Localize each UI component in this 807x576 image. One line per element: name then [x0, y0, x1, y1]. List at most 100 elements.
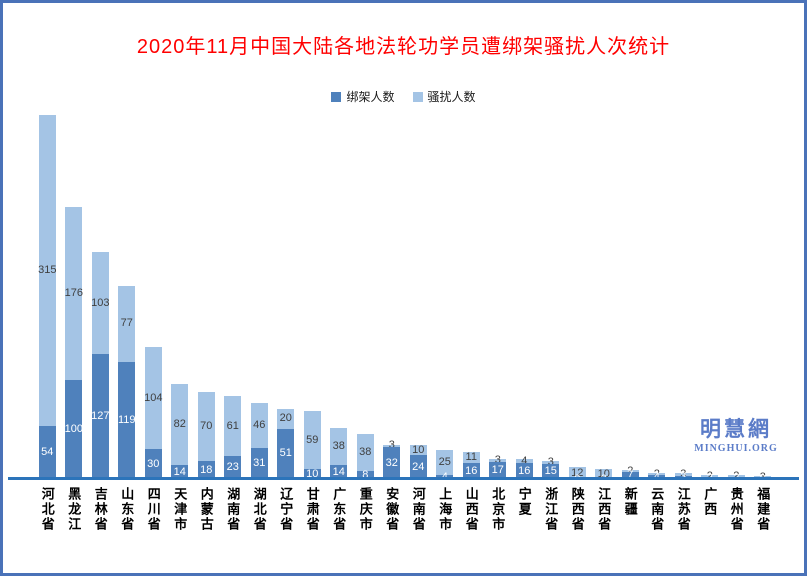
bar-value-label: 46: [253, 419, 266, 432]
bar-value-label: 31: [253, 457, 266, 470]
x-axis-label: 内蒙古: [198, 487, 214, 532]
bar-stack: 254: [436, 450, 454, 482]
bar-value-label: 24: [412, 460, 425, 473]
x-axis-label-cell: 江苏省: [670, 487, 697, 532]
bar-value-label: 103: [91, 296, 110, 309]
x-axis-label-cell: 浙江省: [538, 487, 565, 532]
bar-value-label: 176: [64, 287, 83, 300]
bar-value-label: 15: [544, 465, 557, 478]
watermark-cn-text: 明慧網: [700, 418, 772, 441]
bar-value-label: 16: [518, 464, 531, 477]
bar-value-label: 20: [279, 412, 292, 425]
bar-value-label: 104: [144, 391, 163, 404]
bar-value-label: 14: [173, 465, 186, 478]
bar-column: 11 16: [458, 452, 485, 479]
kidnapped-segment: 18: [197, 461, 215, 479]
x-axis-label: 宁夏: [516, 487, 532, 517]
bar-value-label: 82: [173, 418, 186, 431]
kidnapped-segment: 23: [224, 456, 242, 479]
harassed-segment: 315: [38, 115, 56, 426]
x-axis-label-cell: 北京市: [485, 487, 512, 532]
bar-column: 103 127: [87, 252, 114, 479]
bar-stack: 20 51: [277, 409, 295, 479]
bar-value-label: 30: [147, 457, 160, 470]
bars-area: 315 54 176 100 103 127 77 119 104 30 82 14 70 18 61 23 4…: [34, 115, 776, 484]
kidnapped-segment: 16: [515, 463, 533, 479]
harassed-segment: 3: [489, 455, 507, 466]
bar-column: 46 31: [246, 403, 273, 479]
harassed-segment: 10: [409, 444, 427, 455]
x-axis-label-cell: 河北省: [34, 487, 61, 532]
kidnapped-swatch-icon: [331, 91, 342, 102]
x-axis-label-cell: 甘肃省: [299, 487, 326, 532]
bar-value-label: 32: [385, 456, 398, 469]
kidnapped-segment: 32: [383, 447, 401, 479]
harassed-segment: 2: [727, 470, 745, 481]
harassed-segment: 10: [595, 468, 613, 479]
x-axis-label: 江苏省: [675, 487, 691, 532]
harassed-segment: 12: [568, 466, 586, 479]
watermark-en-text: MINGHUI.ORG: [694, 443, 778, 454]
bar-value-label: 70: [200, 420, 213, 433]
x-axis-label-cell: 宁夏: [511, 487, 538, 532]
x-axis-label: 吉林省: [92, 487, 108, 532]
x-axis-label: 河北省: [39, 487, 55, 532]
legend: 绑架人数 骚扰人数: [0, 88, 807, 105]
x-axis-label-cell: 黑龙江: [61, 487, 88, 532]
bar-value-label: 4: [521, 454, 528, 467]
bar-value-label: 2: [733, 469, 740, 482]
bar-value-label: 127: [91, 409, 110, 422]
bar-column: 3 17: [485, 455, 512, 479]
chart-title: 2020年11月中国大陆各地法轮功学员遭绑架骚扰人次统计: [136, 36, 671, 58]
x-axis-label-cell: 陕西省: [564, 487, 591, 532]
harassed-segment: 2: [701, 470, 719, 481]
harassed-segment: 4: [515, 455, 533, 466]
bar-stack: 4 16: [515, 455, 533, 479]
x-axis-label-cell: 山西省: [458, 487, 485, 532]
x-axis-label-cell: 内蒙古: [193, 487, 220, 532]
x-axis-label: 安徽省: [384, 487, 400, 532]
harassed-segment: 25: [436, 450, 454, 476]
bar-column: 4 16: [511, 455, 538, 479]
bar-value-label: 2: [706, 469, 713, 482]
kidnapped-segment: 14: [330, 465, 348, 479]
bar-value-label: 25: [438, 456, 451, 469]
harassed-segment: 61: [224, 396, 242, 457]
harassed-segment: 59: [303, 410, 321, 470]
x-axis-label-cell: 福建省: [750, 487, 777, 532]
bar-stack: 10 24: [409, 444, 427, 479]
bar-column: 38 14: [326, 427, 353, 479]
bar-value-label: 2: [653, 467, 660, 480]
bar-column: 38 8: [352, 433, 379, 481]
minghui-watermark: 明慧網 MINGHUI.ORG: [677, 418, 795, 455]
kidnapped-segment: 10: [303, 468, 321, 479]
kidnapped-segment: 8: [356, 468, 374, 481]
harassed-segment: 77: [118, 285, 136, 362]
harassed-segment: 70: [197, 392, 215, 462]
bar-stack: 103 127: [91, 252, 110, 479]
kidnapped-segment: 127: [91, 353, 110, 479]
harassed-segment: 46: [250, 403, 268, 449]
x-axis-label-cell: 贵州省: [723, 487, 750, 532]
bar-value-label: 11: [465, 451, 477, 464]
bar-column: 59 10: [299, 410, 326, 479]
bar-stack: 315 54: [38, 115, 56, 479]
bar-value-label: 12: [571, 466, 584, 479]
bar-value-label: 18: [200, 463, 213, 476]
kidnapped-segment: 14: [171, 465, 189, 479]
x-axis-label-cell: 安徽省: [379, 487, 406, 532]
x-axis-label: 陕西省: [569, 487, 585, 532]
x-axis-label-cell: 天津市: [167, 487, 194, 532]
bar-value-label: 17: [491, 464, 504, 477]
harassed-segment: 176: [64, 206, 83, 381]
bar-value-label: 16: [465, 464, 478, 477]
bar-value-label: 23: [226, 461, 239, 474]
bar-column: 254: [432, 450, 459, 482]
harassed-segment: 2: [648, 468, 666, 479]
harassed-segment: 3: [674, 469, 692, 480]
bar-value-label: 8: [362, 468, 369, 481]
bar-value-label: 119: [117, 413, 136, 426]
x-axis-label-cell: 湖南省: [220, 487, 247, 532]
